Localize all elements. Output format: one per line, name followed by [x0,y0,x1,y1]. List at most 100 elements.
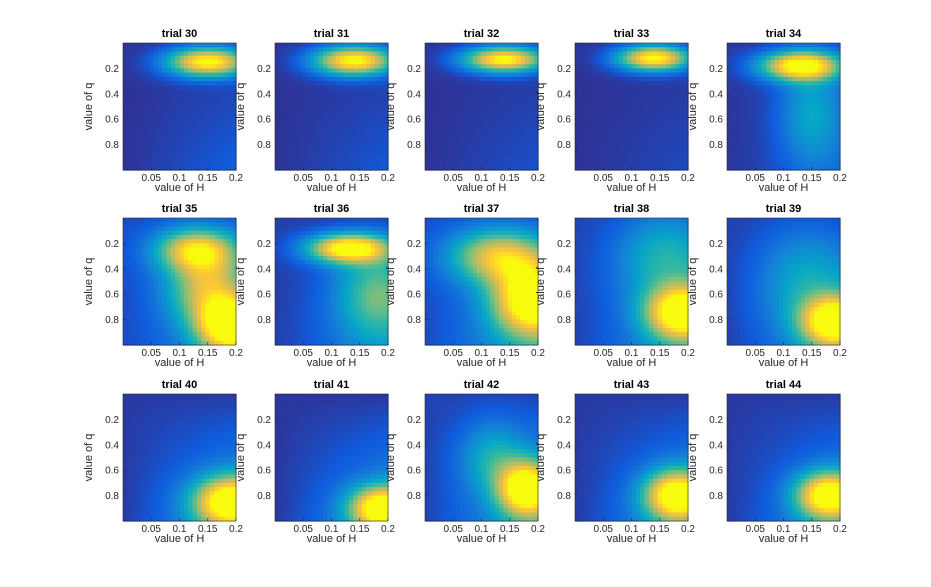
heat-cell [779,81,785,86]
heat-cell [683,68,689,74]
heat-cell [157,51,163,57]
heat-cell [157,268,163,274]
heat-cell [533,127,539,133]
heat-cell [344,64,350,69]
heat-cell [442,76,448,82]
heat-cell [657,144,663,150]
heat-cell [144,85,150,91]
heat-cell [144,273,150,278]
heat-cell [740,153,745,158]
heat-cell [622,153,628,158]
heat-cell [757,131,763,137]
heat-cell [209,47,215,53]
heat-cell [748,76,754,82]
heat-cell [575,165,580,171]
heat-cell [166,264,172,270]
heat-cell [605,64,611,69]
heat-cell [583,68,589,74]
heat-cell [433,98,439,103]
heat-cell [666,55,672,61]
heat-cell [761,136,767,141]
heat-cell [327,64,333,69]
heat-cell [175,81,181,86]
heat-cell [653,72,659,78]
heat-cell [183,89,189,95]
heat-cell [127,148,133,154]
heat-cell [314,93,320,99]
heat-cell [318,243,324,249]
heat-cell [283,218,289,223]
heat-cell [292,136,298,141]
heat-cell [149,332,155,338]
heat-cell [205,131,211,137]
heat-cell [149,306,155,312]
heat-cell [614,110,620,116]
heat-cell [831,93,837,99]
heat-cell [331,157,337,163]
heat-cell [153,51,159,57]
heat-cell [153,140,159,146]
heat-cell [683,123,689,129]
heat-cell [227,81,233,86]
heat-cell [192,93,198,99]
heat-cell [192,315,198,321]
heat-cell [588,123,593,129]
heat-cell [353,114,359,120]
heat-cell [327,131,333,137]
heat-cell [353,110,359,116]
heat-cell [507,89,513,95]
heat-cell [516,119,522,125]
heat-cell [144,222,150,228]
heat-cell [218,51,224,57]
heat-cell [166,144,172,150]
heat-cell [331,148,337,154]
heat-cell [446,89,452,95]
heat-cell [805,76,811,82]
heat-cell [166,93,172,99]
heat-cell [779,59,785,65]
heat-cell [627,123,633,129]
heat-cell [618,76,624,82]
heat-cell [305,234,311,240]
heat-cell [529,157,535,163]
heat-cell [136,140,141,146]
heat-cell [787,102,793,108]
heat-cell [292,106,298,112]
heat-cell [322,127,328,133]
heat-cell [131,247,137,253]
heat-cell [283,140,289,146]
heat-cell [507,76,513,82]
heat-cell [288,89,293,95]
heat-cell [361,119,367,125]
heat-cell [127,218,133,223]
heat-cell [648,64,654,69]
heat-cell [674,153,680,158]
heat-cell [344,98,350,103]
heat-cell [183,289,189,295]
y-axis-label: value of q [235,83,247,131]
heat-cell [511,72,517,78]
heat-cell [459,123,465,129]
heat-cell [205,311,211,316]
heat-cell [588,119,593,125]
heat-cell [757,106,763,112]
heat-cell [322,102,328,108]
heat-cell [511,127,517,133]
heat-cell [831,43,837,48]
heat-cell [657,47,663,53]
heat-cell [753,68,759,74]
heat-cell [679,102,685,108]
heat-cell [813,51,819,57]
heat-cell [748,55,754,61]
heat-cell [231,161,237,167]
heat-cell [127,298,133,304]
heat-cell [231,85,237,91]
heat-cell [485,55,491,61]
heat-cell [627,43,633,48]
heat-cell [425,51,430,57]
heat-cell [205,336,211,342]
heat-cell [770,106,776,112]
heat-cell [451,64,457,69]
heat-cell [731,68,737,74]
heat-cell [433,119,439,125]
